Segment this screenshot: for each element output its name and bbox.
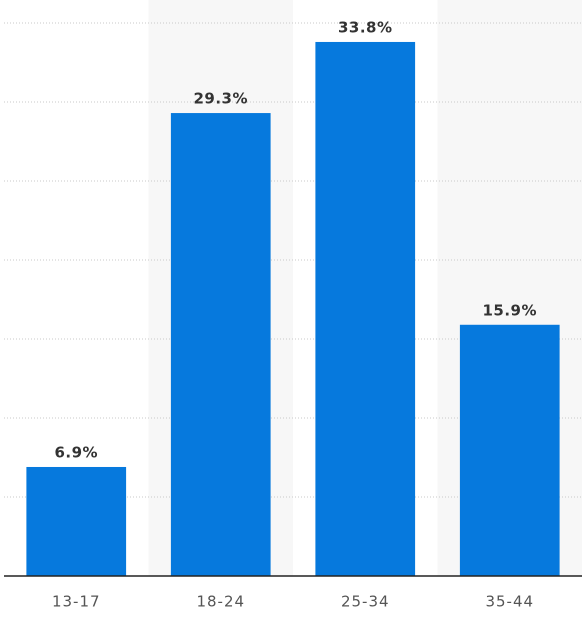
value-label: 15.9%: [482, 301, 537, 319]
value-label: 33.8%: [338, 18, 393, 36]
value-label: 6.9%: [54, 443, 98, 461]
bar: [459, 324, 560, 576]
x-tick-label: 35-44: [485, 593, 534, 611]
x-tick-label: 25-34: [341, 593, 390, 611]
bar: [26, 466, 127, 576]
x-tick-label: 13-17: [52, 593, 101, 611]
x-tick-label: 18-24: [196, 593, 245, 611]
value-label: 29.3%: [193, 90, 248, 108]
bar: [315, 41, 416, 576]
bar: [170, 113, 271, 576]
